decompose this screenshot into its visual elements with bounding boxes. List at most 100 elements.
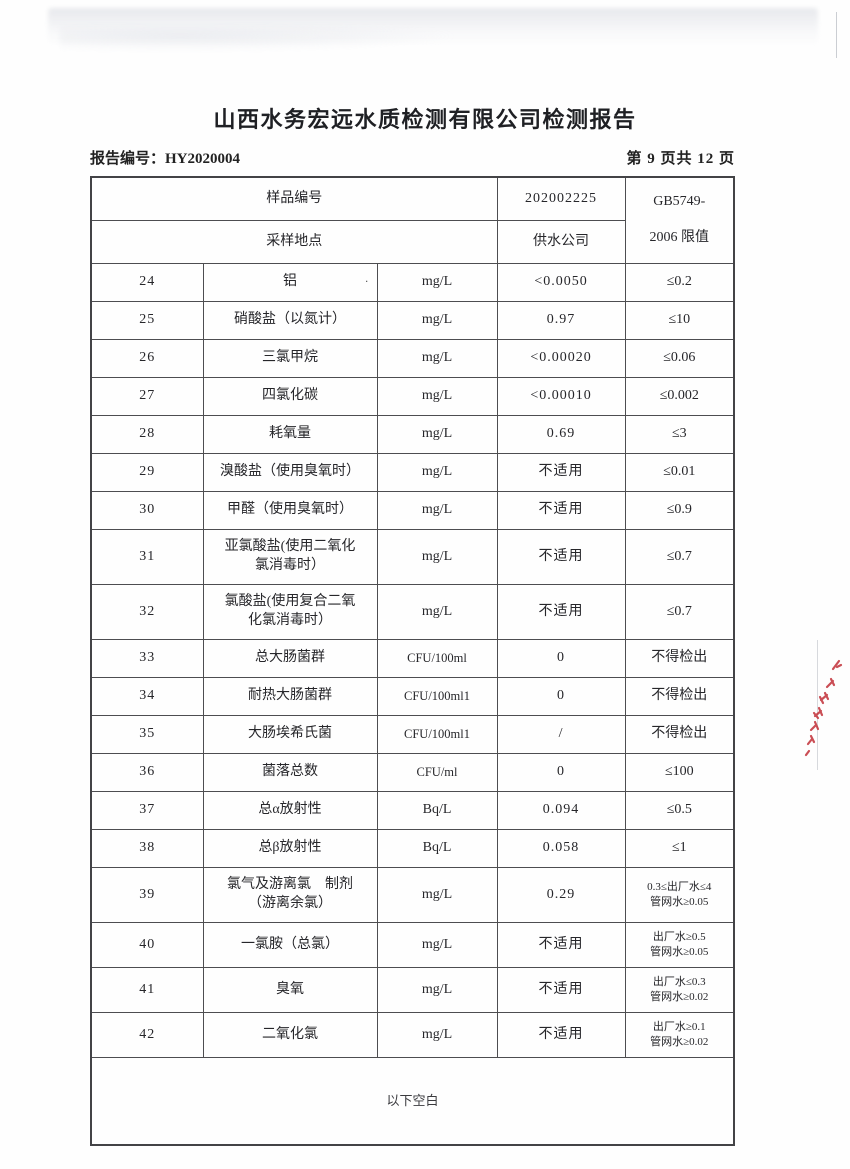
parameter-name: 甲醛（使用臭氧时） <box>202 491 378 530</box>
measured-value: 不适用 <box>496 584 626 640</box>
unit: mg/L <box>376 867 498 923</box>
parameter-name: 亚氯酸盐(使用二氧化 氯消毒时） <box>202 529 378 585</box>
measured-value: / <box>496 715 626 754</box>
parameter-name: 菌落总数 <box>202 753 378 792</box>
measured-value: <0.00010 <box>496 377 626 416</box>
table-row: 26 三氯甲烷 mg/L <0.00020 ≤0.06 <box>90 339 735 378</box>
report-number: 报告编号：HY2020004 <box>90 147 240 168</box>
unit: CFU/100ml <box>376 639 498 678</box>
limit-value: ≤1 <box>624 829 735 868</box>
row-number: 41 <box>90 967 204 1013</box>
report-number-value: HY2020004 <box>165 151 241 167</box>
limit-value: ≤0.5 <box>624 791 735 830</box>
limit-value: ≤0.002 <box>624 377 735 416</box>
limit-value: ≤0.2 <box>624 263 735 302</box>
unit: mg/L <box>376 453 498 492</box>
scan-smudge-top <box>48 8 818 46</box>
measured-value: 不适用 <box>496 1012 626 1058</box>
measured-value: 0.97 <box>496 301 626 340</box>
unit: mg/L <box>376 263 498 302</box>
table-row: 27 四氯化碳 mg/L <0.00010 ≤0.002 <box>90 377 735 416</box>
parameter-name: 大肠埃希氏菌 <box>202 715 378 754</box>
scan-edge-line-lower <box>817 640 818 770</box>
table-row: 33 总大肠菌群 CFU/100ml 0 不得检出 <box>90 639 735 678</box>
results-table: 样品编号 202002225 GB5749- 2006 限值 采样地点 供水公司… <box>90 176 736 1146</box>
parameter-name: 总β放射性 <box>202 829 378 868</box>
page-title: 山西水务宏远水质检测有限公司检测报告 <box>213 107 637 132</box>
limit-value: ≤0.01 <box>624 453 735 492</box>
measured-value: 不适用 <box>496 453 626 492</box>
scan-edge-line <box>836 12 837 58</box>
unit: mg/L <box>376 339 498 378</box>
standard-limit-label: 2006 限值 <box>649 230 710 246</box>
measured-value: 0 <box>496 753 626 792</box>
row-number: 33 <box>90 639 204 678</box>
measured-value: 0 <box>496 639 626 678</box>
row-number: 31 <box>90 529 204 585</box>
measured-value: 0.058 <box>496 829 626 868</box>
measured-value: 不适用 <box>496 922 626 968</box>
row-number: 32 <box>90 584 204 640</box>
measured-value: 0.69 <box>496 415 626 454</box>
parameter-name: 总大肠菌群 <box>202 639 378 678</box>
table-row: 41 臭氧 mg/L 不适用 出厂水≤0.3 管网水≥0.02 <box>90 967 735 1013</box>
parameter-name: 溴酸盐（使用臭氧时） <box>202 453 378 492</box>
limit-value: ≤3 <box>624 415 735 454</box>
row-number: 28 <box>90 415 204 454</box>
unit: Bq/L <box>376 791 498 830</box>
page-indicator: 第 9 页共 12 页 <box>626 151 735 167</box>
table-header-row-location: 采样地点 供水公司 <box>90 220 734 264</box>
limit-value: 出厂水≥0.1 管网水≥0.02 <box>624 1012 735 1058</box>
red-stamp-fragment <box>804 659 843 757</box>
unit: mg/L <box>376 301 498 340</box>
parameter-name: 氯酸盐(使用复合二氧 化氯消毒时） <box>202 584 378 640</box>
limit-value: ≤0.9 <box>624 491 735 530</box>
sampling-location-value: 供水公司 <box>496 220 626 264</box>
limit-value: 不得检出 <box>624 715 735 754</box>
parameter-name: 一氯胺（总氯） <box>202 922 378 968</box>
unit: CFU/100ml1 <box>376 715 498 754</box>
table-row: 36 菌落总数 CFU/ml 0 ≤100 <box>90 753 735 792</box>
limit-value: ≤0.7 <box>624 584 735 640</box>
unit: mg/L <box>376 584 498 640</box>
row-number: 39 <box>90 867 204 923</box>
row-number: 27 <box>90 377 204 416</box>
table-footer-row: 以下空白 <box>90 1057 735 1146</box>
limit-value: ≤100 <box>624 753 735 792</box>
parameter-name: 臭氧 <box>202 967 378 1013</box>
parameter-name: 耗氧量 <box>202 415 378 454</box>
measured-value: 不适用 <box>496 967 626 1013</box>
table-row: 35 大肠埃希氏菌 CFU/100ml1/不得检出 <box>90 715 735 754</box>
unit: CFU/ml <box>376 753 498 792</box>
row-number: 29 <box>90 453 204 492</box>
table-row: 38 总β放射性 Bq/L 0.058 ≤1 <box>90 829 735 868</box>
standard-name: GB5749- <box>653 194 706 210</box>
row-number: 26 <box>90 339 204 378</box>
measured-value: 0 <box>496 677 626 716</box>
report-number-label: 报告编号： <box>90 151 166 167</box>
standard-limit-header: GB5749- 2006 限值 <box>624 176 735 264</box>
parameter-name: 硝酸盐（以氮计） <box>202 301 378 340</box>
parameter-name: 铝 <box>202 263 378 302</box>
row-number: 25 <box>90 301 204 340</box>
unit: mg/L <box>376 415 498 454</box>
limit-value: 不得检出 <box>624 677 735 716</box>
parameter-name: 二氧化氯 <box>202 1012 378 1058</box>
table-row: 25 硝酸盐（以氮计） mg/L 0.97 ≤10 <box>90 301 735 340</box>
sample-number-value: 202002225 <box>496 176 626 221</box>
measured-value: <0.0050 <box>496 263 626 302</box>
limit-value: 0.3≤出厂水≤4 管网水≥0.05 <box>624 867 735 923</box>
row-number: 34 <box>90 677 204 716</box>
measured-value: 不适用 <box>496 529 626 585</box>
table-row: 39 氯气及游离氯 制剂 （游离余氯） mg/L 0.29 0.3≤出厂水≤4 管网水≥… <box>90 867 735 923</box>
parameter-name: 四氯化碳 <box>202 377 378 416</box>
row-number: 35 <box>90 715 204 754</box>
table-row: 30 甲醛（使用臭氧时） mg/L 不适用 ≤0.9 <box>90 491 735 530</box>
table-row: 24 铝 mg/L <0.0050 ≤0.2 <box>90 263 735 302</box>
parameter-name: 三氯甲烷 <box>202 339 378 378</box>
limit-value: ≤10 <box>624 301 735 340</box>
limit-value: 不得检出 <box>624 639 735 678</box>
unit: mg/L <box>376 922 498 968</box>
measured-value: 0.094 <box>496 791 626 830</box>
row-number: 37 <box>90 791 204 830</box>
